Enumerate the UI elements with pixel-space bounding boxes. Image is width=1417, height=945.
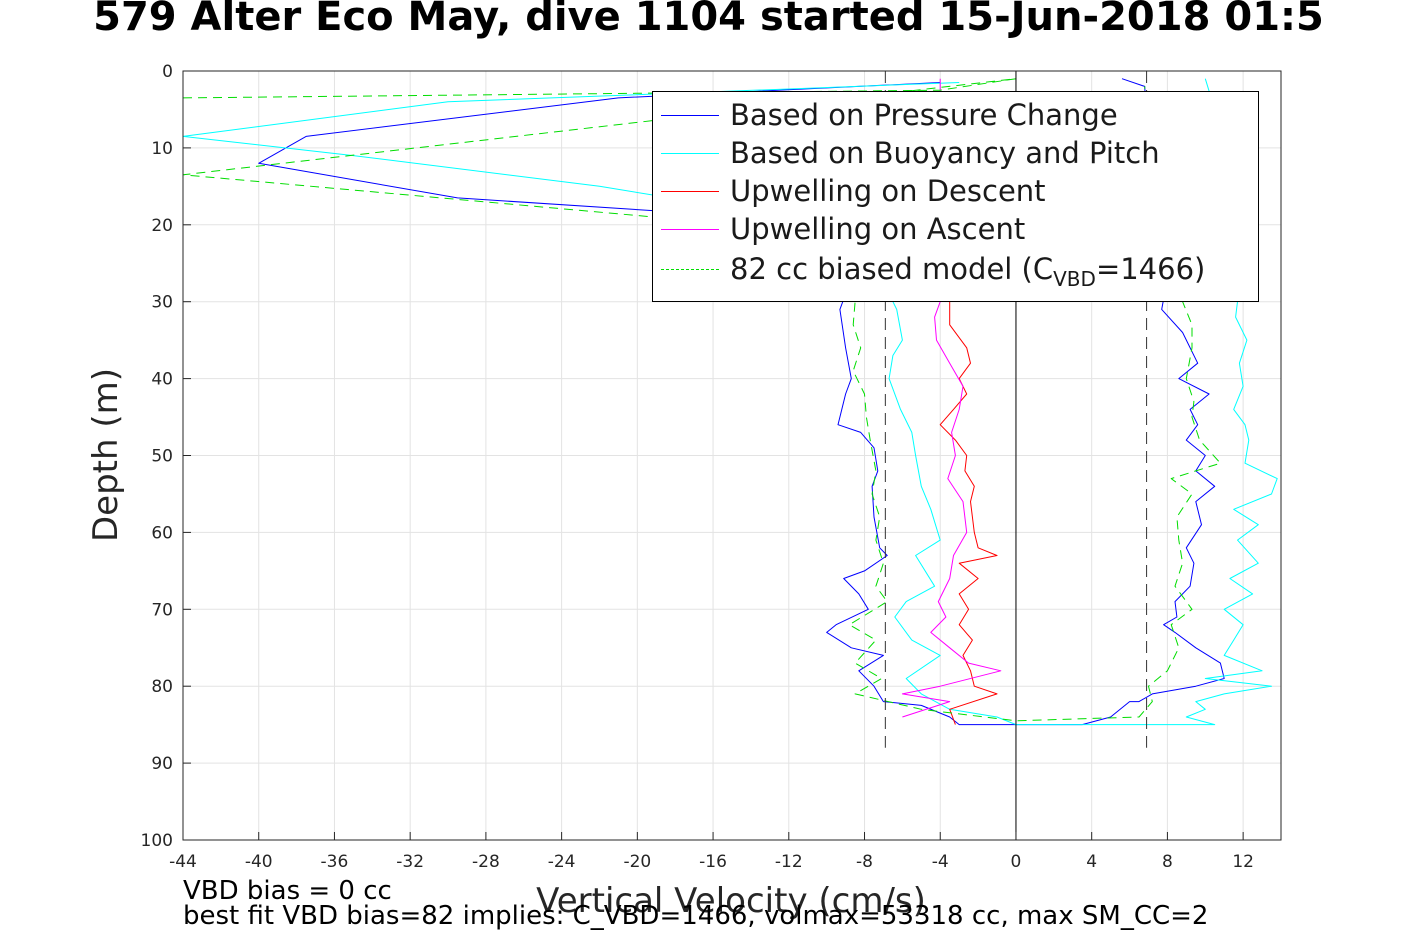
y-tick-label: 100 — [141, 831, 173, 851]
y-tick-label: 90 — [151, 754, 173, 774]
y-tick-label: 80 — [151, 677, 173, 697]
legend-entry: 82 cc biased model (CVBD=1466) — [653, 250, 1258, 291]
legend-entry: Upwelling on Descent — [653, 172, 1258, 210]
x-tick-label: -16 — [699, 852, 727, 872]
series-line — [258, 78, 1225, 726]
x-tick-label: -8 — [856, 852, 873, 872]
legend-entry: Based on Buoyancy and Pitch — [653, 134, 1258, 172]
chart-title: 579 Alter Eco May, dive 1104 started 15-… — [93, 0, 1324, 40]
y-tick-label: 70 — [151, 600, 173, 620]
x-tick-label: 4 — [1086, 852, 1097, 872]
x-tick-labels: -44 -40 -36 -32 -28 -24 -20 -16 -12 -8 -4 0 4 8 12 — [169, 832, 1254, 872]
x-tick-label: 0 — [1011, 852, 1022, 872]
x-tick-label: -28 — [472, 852, 500, 872]
series-line — [182, 78, 1221, 722]
series-line — [182, 78, 1278, 726]
legend-label: Based on Buoyancy and Pitch — [730, 136, 1160, 170]
legend-entry: Upwelling on Ascent — [653, 210, 1258, 248]
footer-line-1: VBD bias = 0 cc — [183, 876, 392, 906]
x-tick-label: -36 — [321, 852, 349, 872]
legend-swatch — [661, 115, 719, 116]
legend-label: Upwelling on Ascent — [730, 212, 1026, 246]
x-tick-label: -44 — [169, 852, 197, 872]
x-tick-label: -32 — [396, 852, 424, 872]
y-tick-label: 50 — [151, 447, 173, 467]
y-axis-label: Depth (m) — [86, 368, 126, 542]
legend-label: Based on Pressure Change — [730, 98, 1118, 132]
x-tick-label: -24 — [548, 852, 576, 872]
legend-label: 82 cc biased model (CVBD=1466) — [730, 252, 1206, 291]
legend: Based on Pressure Change Based on Buoyan… — [652, 91, 1259, 302]
x-tick-label: -4 — [932, 852, 949, 872]
legend-swatch — [661, 229, 719, 230]
x-axis-label: Vertical Velocity (cm/s) — [536, 881, 926, 921]
y-tick-label: 30 — [151, 293, 173, 313]
footer-line-2: best fit VBD bias=82 implies: C_VBD=1466… — [183, 901, 1209, 931]
series-layer — [182, 78, 1278, 726]
x-tick-label: 12 — [1232, 852, 1254, 872]
y-tick-label: 60 — [151, 523, 173, 543]
y-tick-label: 20 — [151, 216, 173, 236]
x-tick-label: -40 — [245, 852, 273, 872]
legend-entry: Based on Pressure Change — [653, 96, 1258, 134]
series-line — [939, 301, 998, 725]
y-tick-label: 40 — [151, 370, 173, 390]
y-tick-labels: 0 10 20 30 40 50 60 70 80 90 100 — [141, 62, 191, 851]
legend-swatch — [661, 269, 719, 270]
y-tick-label: 0 — [162, 62, 173, 82]
y-tick-label: 10 — [151, 139, 173, 159]
legend-swatch — [661, 153, 719, 154]
legend-label: Upwelling on Descent — [730, 174, 1046, 208]
x-tick-label: 8 — [1162, 852, 1173, 872]
legend-swatch — [661, 191, 719, 192]
x-tick-label: -20 — [623, 852, 651, 872]
x-tick-label: -12 — [775, 852, 803, 872]
series-line — [901, 78, 1002, 718]
